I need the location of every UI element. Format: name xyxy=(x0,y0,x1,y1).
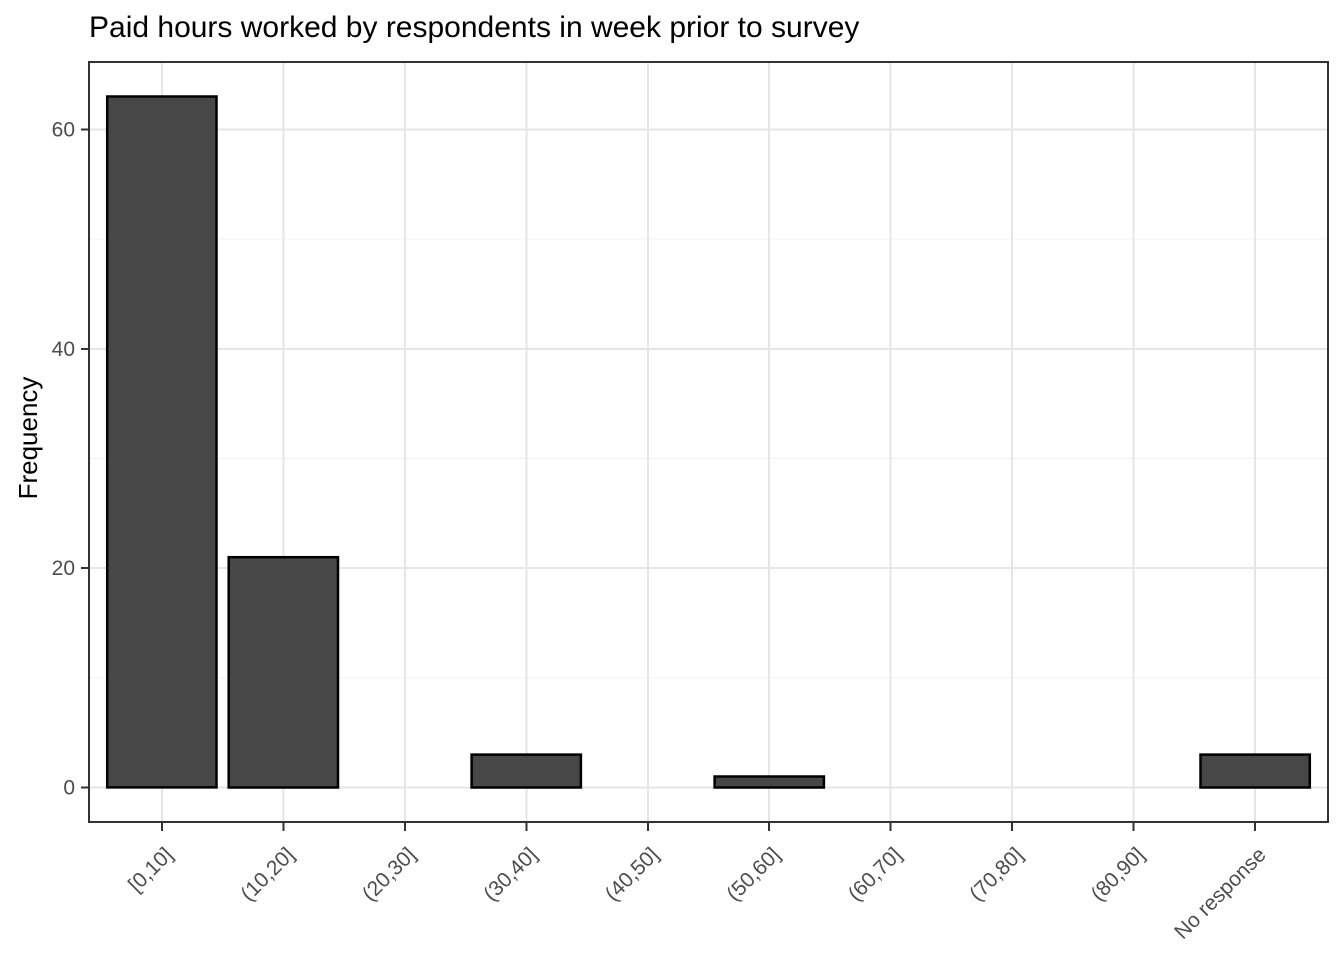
bar-0-10 xyxy=(105,95,218,789)
x-tick-label: (70,80] xyxy=(965,843,1028,906)
y-tick-label: 20 xyxy=(52,557,75,580)
x-tick-label: (40,50] xyxy=(601,843,664,906)
x-tick-label: [0,10] xyxy=(124,843,177,896)
y-tick-label: 40 xyxy=(52,338,75,361)
x-tick-label: No response xyxy=(1170,843,1270,943)
bar-30-40 xyxy=(470,753,583,789)
x-tick-label: (20,30] xyxy=(358,843,421,906)
x-tick-label: (60,70] xyxy=(844,843,907,906)
y-tick-label: 60 xyxy=(52,118,75,141)
panel-border xyxy=(88,61,1329,823)
y-tick-label: 0 xyxy=(63,776,75,799)
x-tick-label: (30,40] xyxy=(479,843,542,906)
bar-10-20 xyxy=(227,555,340,789)
chart-title: Paid hours worked by respondents in week… xyxy=(89,11,860,44)
bar-no-response xyxy=(1199,753,1312,789)
x-tick-label: (50,60] xyxy=(722,843,785,906)
x-tick-label: (80,90] xyxy=(1087,843,1150,906)
x-tick-label: (10,20] xyxy=(236,843,299,906)
bar-50-60 xyxy=(713,775,826,789)
